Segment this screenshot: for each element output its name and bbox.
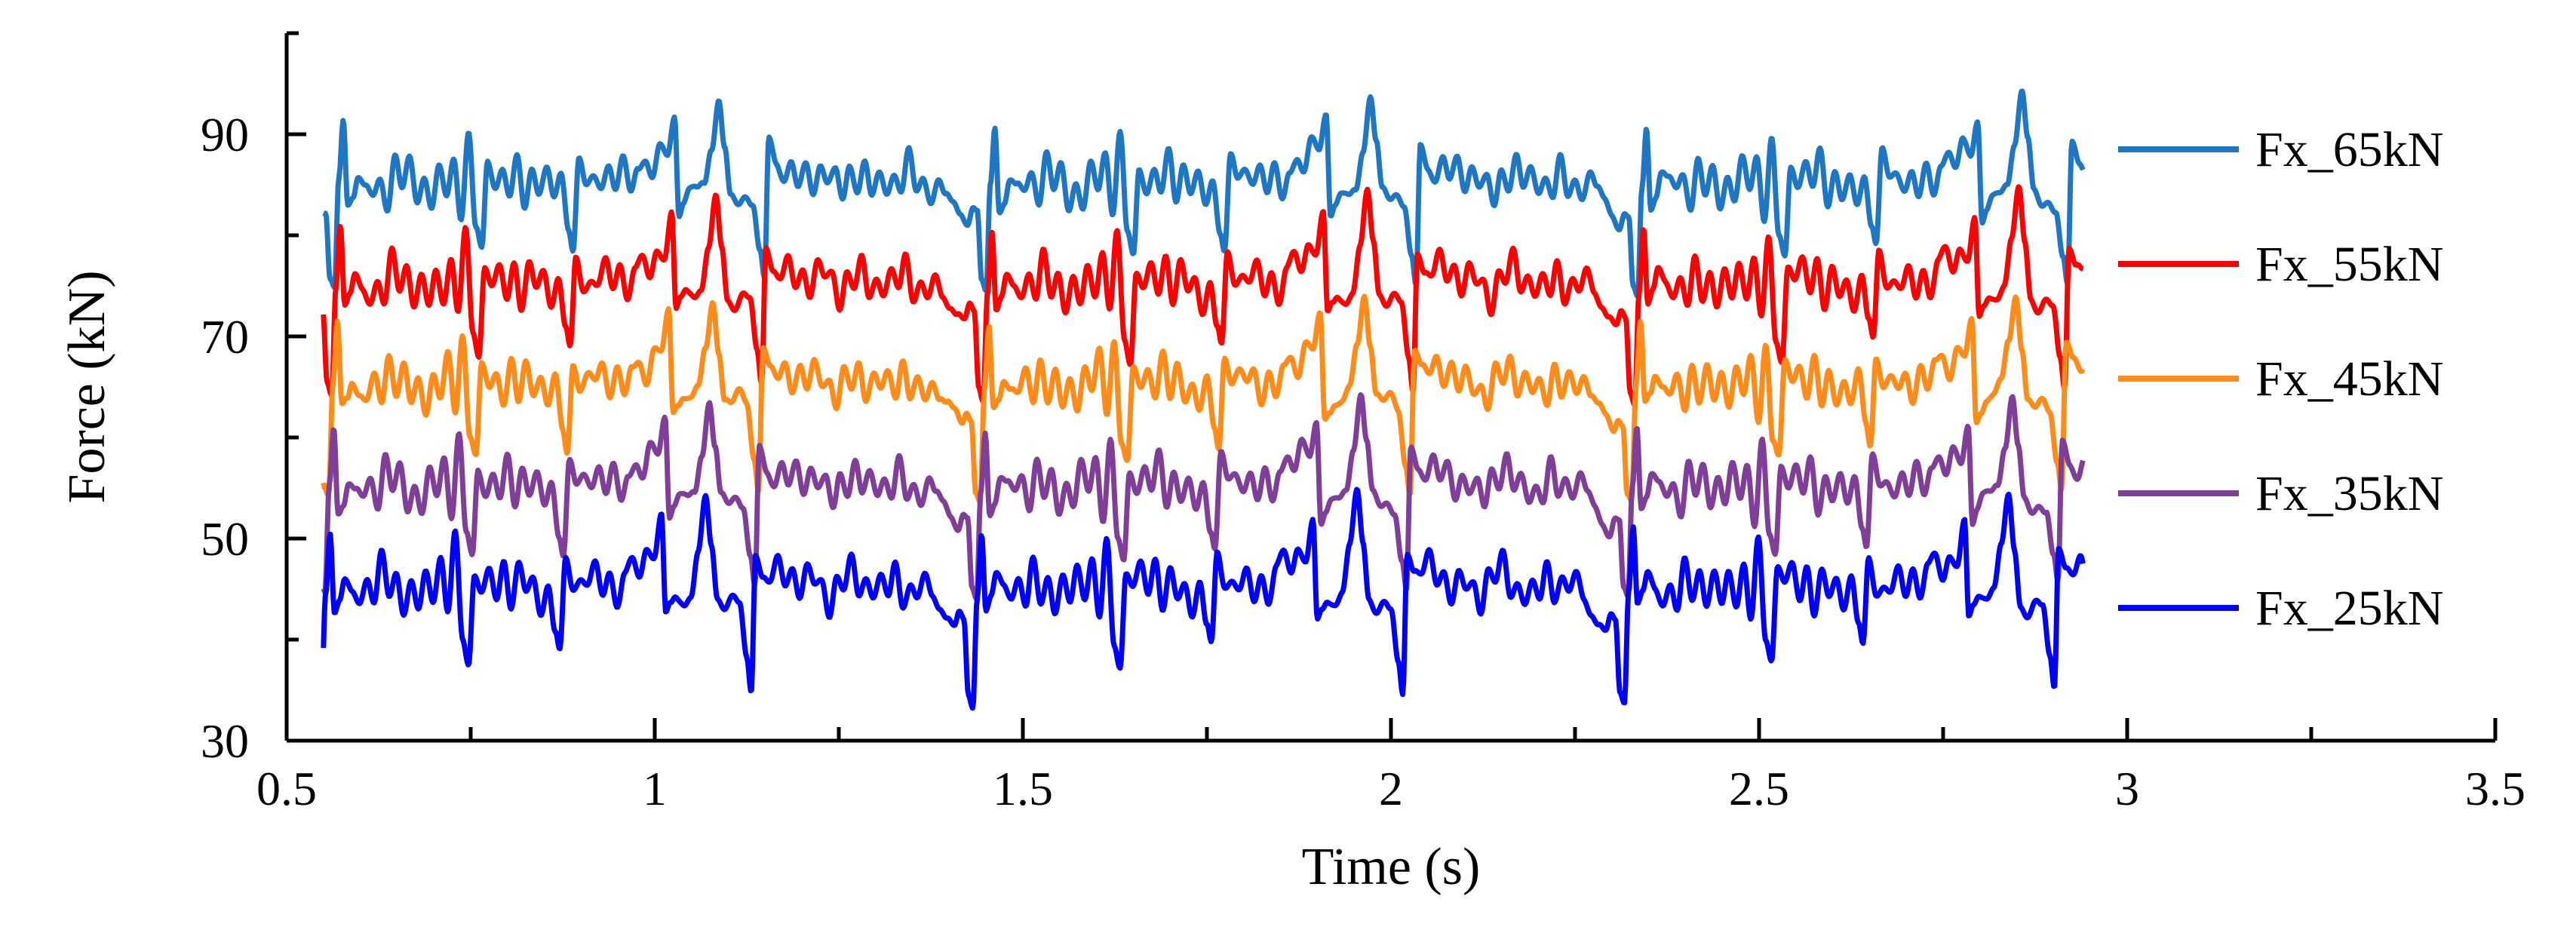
axes: 0.5 1 1.5 2 2.5 3 3.5 30 50 70 90 bbox=[201, 31, 2525, 815]
y-tick-label: 50 bbox=[201, 512, 249, 566]
x-tick-label: 0.5 bbox=[256, 762, 317, 815]
legend-label: Fx_65kN bbox=[2255, 122, 2443, 177]
legend-label: Fx_55kN bbox=[2255, 237, 2443, 292]
series-line-Fx_65kN bbox=[321, 88, 2086, 299]
y-tick-label: 30 bbox=[201, 714, 249, 768]
legend-label: Fx_35kN bbox=[2255, 466, 2443, 521]
legend-label: Fx_25kN bbox=[2255, 581, 2443, 636]
x-tick-label: 1.5 bbox=[993, 762, 1053, 815]
legend: Fx_65kN Fx_55kN Fx_45kN Fx_35kN Fx_25kN bbox=[2118, 122, 2443, 636]
series-line-Fx_55kN bbox=[321, 184, 2085, 407]
x-axis-title: Time (s) bbox=[1302, 838, 1481, 896]
y-axis-title: Force (kN) bbox=[58, 270, 116, 503]
x-tick-label: 3.5 bbox=[2465, 762, 2525, 815]
x-ticks: 0.5 1 1.5 2 2.5 3 3.5 bbox=[256, 718, 2525, 815]
legend-label: Fx_45kN bbox=[2255, 351, 2443, 407]
series-line-Fx_25kN bbox=[321, 486, 2086, 711]
series-line-Fx_35kN bbox=[321, 392, 2086, 602]
series-line-Fx_45kN bbox=[321, 293, 2086, 505]
plot-lines bbox=[321, 88, 2086, 711]
x-tick-label: 2 bbox=[1379, 762, 1403, 815]
x-tick-label: 3 bbox=[2115, 762, 2139, 815]
y-tick-label: 90 bbox=[201, 108, 249, 161]
x-tick-label: 1 bbox=[643, 762, 667, 815]
y-ticks: 30 50 70 90 bbox=[201, 31, 306, 768]
x-tick-label: 2.5 bbox=[1729, 762, 1789, 815]
y-tick-label: 70 bbox=[201, 310, 249, 364]
